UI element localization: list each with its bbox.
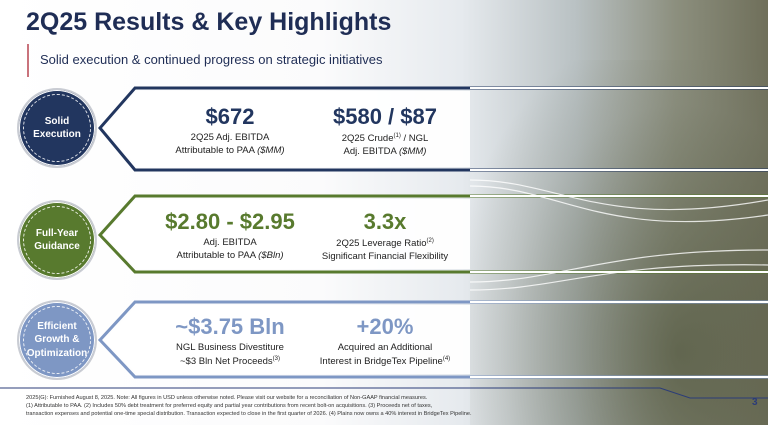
metric-value: $580 / $87 [333,104,437,129]
page-number: 3 [752,397,758,408]
metric-bridgetex-interest: +20% Acquired an Additional Interest in B… [300,314,470,369]
metric-value: +20% [356,314,414,339]
row-label-circle-solid-execution: Solid Execution [17,88,97,168]
footnotes: 2025(G): Furnished August 8, 2025. Note:… [26,395,472,418]
metric-crude-ngl-ebitda: $580 / $87 2Q25 Crude(1) / NGL Adj. EBITD… [300,104,470,159]
metric-ngl-divestiture: ~$3.75 Bln NGL Business Divestiture ~$3 B… [145,314,315,369]
row-label-circle-full-year-guidance: Full-Year Guidance [17,200,97,280]
banner-full-year-guidance [97,194,768,274]
banner-solid-execution [98,86,768,172]
metric-guidance-ebitda: $2.80 - $2.95 Adj. EBITDA Attributable to… [130,209,330,263]
footer-divider [0,387,768,399]
background-landscape [470,60,768,425]
accent-bar [27,44,29,77]
banner-efficient-growth [97,300,768,379]
row-label-circle-efficient-growth: Efficient Growth & Optimization [17,300,97,380]
metric-adj-ebitda: $672 2Q25 Adj. EBITDA Attributable to PAA… [145,104,315,158]
page-title: 2Q25 Results & Key Highlights [26,8,392,36]
metric-leverage-ratio: 3.3x 2Q25 Leverage Ratio(2) Significant F… [300,209,470,264]
metric-value: ~$3.75 Bln [175,314,285,339]
decorative-stripes [469,179,768,291]
page-subtitle: Solid execution & continued progress on … [40,52,383,67]
metric-value: 3.3x [363,209,407,234]
metric-value: $672 [205,104,255,129]
metric-value: $2.80 - $2.95 [165,209,295,234]
